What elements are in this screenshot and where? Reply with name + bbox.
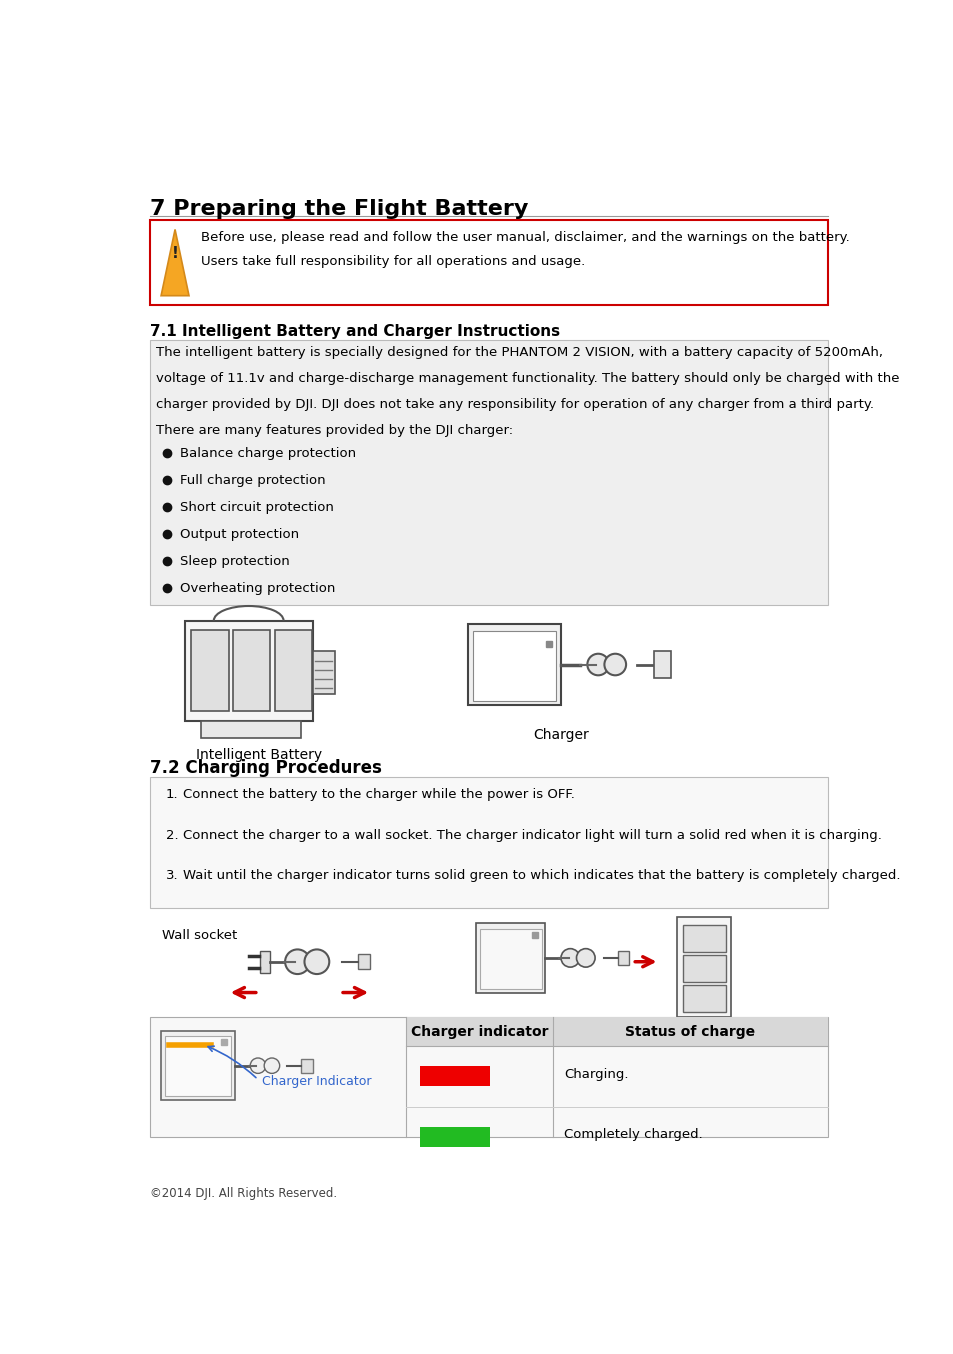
Bar xyxy=(192,630,229,711)
Text: ©2014 DJI. All Rights Reserved.: ©2014 DJI. All Rights Reserved. xyxy=(150,1186,337,1200)
Bar xyxy=(150,340,827,605)
Text: The intelligent battery is specially designed for the PHANTOM 2 VISION, with a b: The intelligent battery is specially des… xyxy=(156,345,882,359)
Text: There are many features provided by the DJI charger:: There are many features provided by the … xyxy=(156,424,513,437)
Text: Charger: Charger xyxy=(533,728,588,742)
Text: 2.: 2. xyxy=(166,829,178,842)
Text: charger provided by DJI. DJI does not take any responsibility for operation of a: charger provided by DJI. DJI does not ta… xyxy=(156,398,874,412)
Text: !: ! xyxy=(172,246,178,261)
Text: voltage of 11.1v and charge-discharge management functionality. The battery shou: voltage of 11.1v and charge-discharge ma… xyxy=(156,372,899,385)
Bar xyxy=(259,951,270,972)
Bar xyxy=(468,624,560,705)
Bar xyxy=(618,951,629,965)
Bar xyxy=(472,631,556,701)
Text: Charger Indicator: Charger Indicator xyxy=(261,1075,371,1087)
Text: Wall socket: Wall socket xyxy=(162,929,237,941)
Bar xyxy=(406,1017,553,1047)
Bar xyxy=(150,777,827,907)
Bar xyxy=(686,1017,721,1030)
Circle shape xyxy=(604,654,625,676)
Text: 7.2 Charging Procedures: 7.2 Charging Procedures xyxy=(150,760,382,777)
Text: Full charge protection: Full charge protection xyxy=(179,474,325,487)
Bar xyxy=(165,1036,231,1097)
Text: Completely charged.: Completely charged. xyxy=(563,1128,702,1141)
Text: Connect the charger to a wall socket. The charger indicator light will turn a so: Connect the charger to a wall socket. Th… xyxy=(183,829,881,842)
Bar xyxy=(419,1067,489,1086)
Bar xyxy=(185,620,313,720)
Bar xyxy=(682,984,725,1011)
Circle shape xyxy=(304,949,329,974)
Polygon shape xyxy=(161,229,189,295)
Text: Charger indicator: Charger indicator xyxy=(411,1025,548,1039)
Bar xyxy=(677,917,731,1017)
Bar xyxy=(419,1127,489,1147)
Text: 7.1 Intelligent Battery and Charger Instructions: 7.1 Intelligent Battery and Charger Inst… xyxy=(150,324,559,340)
Bar xyxy=(682,925,725,952)
Bar xyxy=(274,630,312,711)
Circle shape xyxy=(576,949,595,967)
Text: Charging.: Charging. xyxy=(563,1068,628,1080)
Text: Sleep protection: Sleep protection xyxy=(179,555,289,569)
Bar xyxy=(682,955,725,982)
Text: Short circuit protection: Short circuit protection xyxy=(179,501,334,515)
Circle shape xyxy=(264,1057,279,1074)
Bar xyxy=(654,651,670,678)
Bar xyxy=(553,1017,827,1047)
Bar xyxy=(233,630,270,711)
Text: Balance charge protection: Balance charge protection xyxy=(179,447,355,460)
Text: Intelligent Battery: Intelligent Battery xyxy=(196,747,322,762)
Text: Output protection: Output protection xyxy=(179,528,298,542)
Text: Before use, please read and follow the user manual, disclaimer, and the warnings: Before use, please read and follow the u… xyxy=(200,232,848,244)
Text: 7 Preparing the Flight Battery: 7 Preparing the Flight Battery xyxy=(150,199,528,219)
Bar xyxy=(150,1017,827,1136)
Text: Overheating protection: Overheating protection xyxy=(179,582,335,596)
Bar xyxy=(300,1059,313,1072)
Bar xyxy=(476,923,545,992)
Text: 3.: 3. xyxy=(166,869,178,883)
Bar xyxy=(479,929,541,988)
Text: Connect the battery to the charger while the power is OFF.: Connect the battery to the charger while… xyxy=(183,788,574,802)
Text: Status of charge: Status of charge xyxy=(625,1025,755,1039)
Bar xyxy=(150,221,827,305)
Circle shape xyxy=(560,949,579,967)
Bar xyxy=(161,1030,234,1101)
Bar xyxy=(313,651,335,693)
Bar xyxy=(357,955,370,969)
Circle shape xyxy=(587,654,608,676)
Circle shape xyxy=(285,949,310,974)
Text: Users take full responsibility for all operations and usage.: Users take full responsibility for all o… xyxy=(200,255,584,268)
Bar xyxy=(200,720,301,738)
Text: Wait until the charger indicator turns solid green to which indicates that the b: Wait until the charger indicator turns s… xyxy=(183,869,900,883)
Circle shape xyxy=(250,1057,266,1074)
Text: 1.: 1. xyxy=(166,788,178,802)
